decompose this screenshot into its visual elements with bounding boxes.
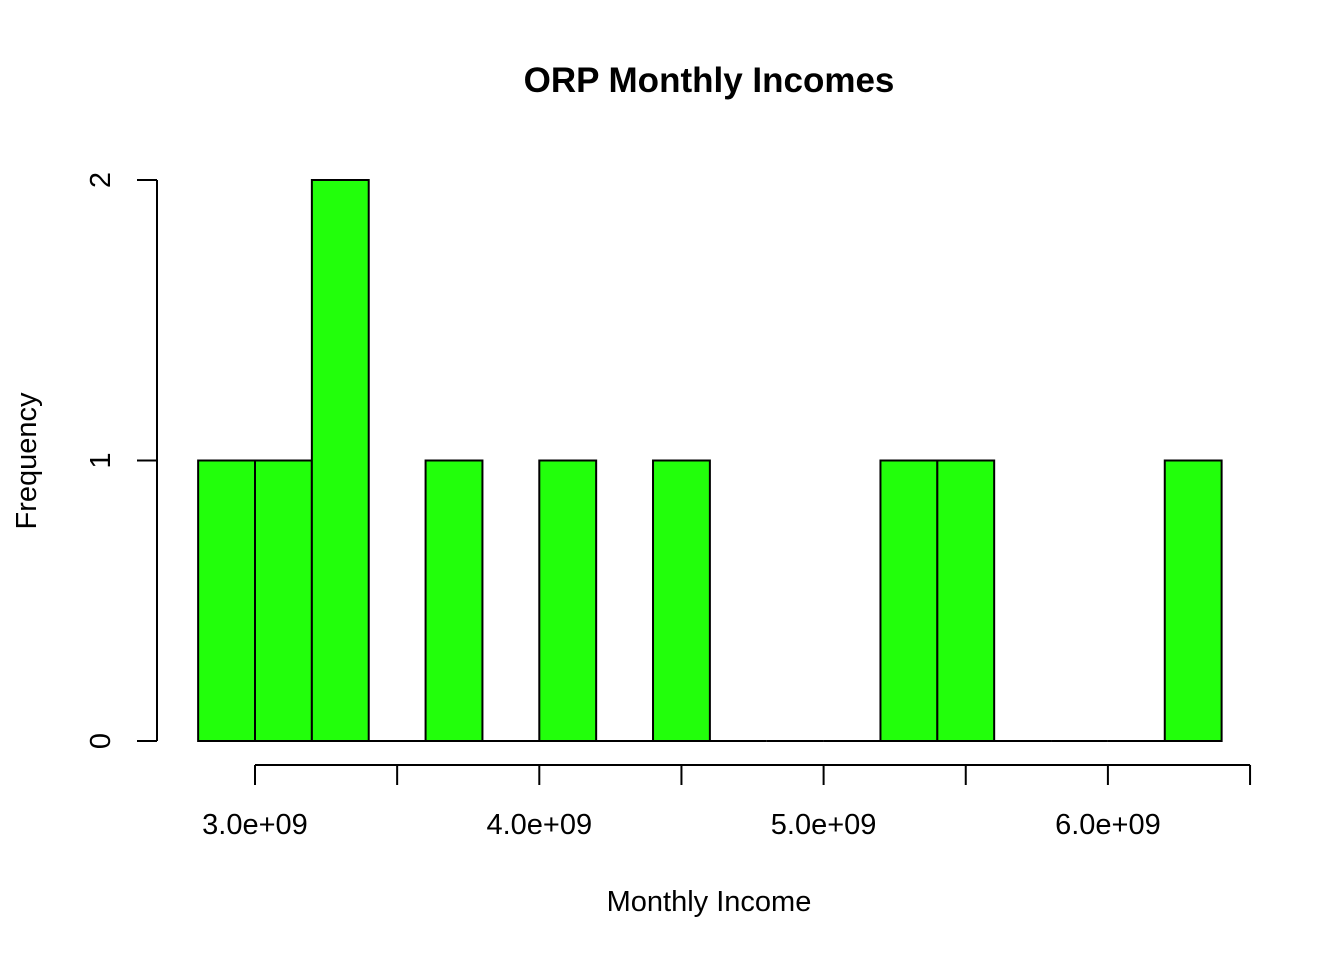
y-tick-label: 1 [85,452,117,468]
y-axis: 0 1 2 [85,172,158,749]
x-tick-label: 5.0e+09 [771,809,877,841]
y-axis-label: Frequency [11,392,43,530]
x-tick-label: 3.0e+09 [202,809,308,841]
histogram-bar [936,459,996,742]
histogram-bar [424,459,484,742]
histogram-bar [310,179,370,742]
y-tick-label: 0 [85,733,117,749]
x-tick-label: 4.0e+09 [486,809,592,841]
x-axis: 3.0e+09 4.0e+09 5.0e+09 6.0e+09 [202,764,1252,841]
x-axis-label: Monthly Income [607,886,812,918]
histogram-bar [879,459,939,742]
bars-group [197,179,1223,742]
histogram-bar [254,459,313,742]
histogram-bar [197,459,256,742]
x-tick-label: 6.0e+09 [1055,809,1161,841]
histogram-bar [652,459,711,742]
histogram-bar [1163,459,1223,742]
histogram-bar [538,459,598,742]
chart-title: ORP Monthly Incomes [524,61,895,100]
y-tick-label: 2 [85,172,117,188]
